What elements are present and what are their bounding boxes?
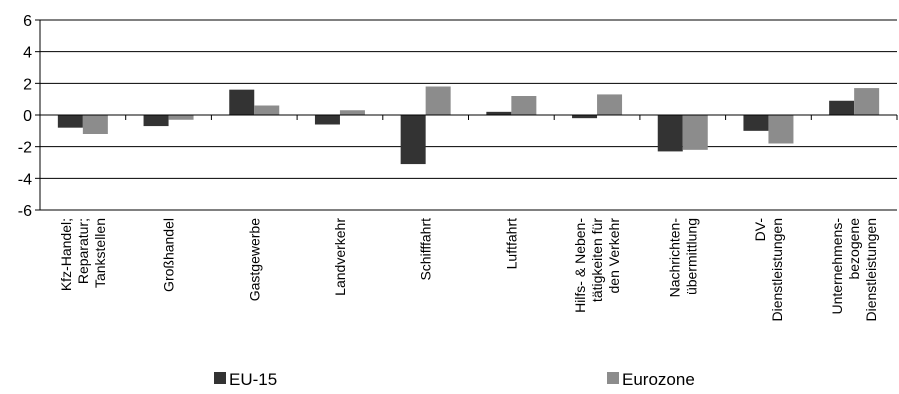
bar-eu-15	[572, 115, 598, 119]
category-label-line: Gastgewerbe	[246, 218, 262, 301]
category-label-line: Landverkehr	[332, 218, 348, 296]
category-label: Kfz-Handel; Reparatur; Tankstellen	[58, 218, 108, 291]
bar-eu-15	[829, 100, 855, 115]
bar-eurozone	[339, 110, 365, 115]
category-label-line: Schifffahrt	[418, 218, 434, 281]
legend-swatch	[607, 372, 619, 384]
legend-item: EU-15	[214, 370, 277, 389]
axes	[35, 19, 898, 211]
bar-eu-15	[486, 111, 512, 115]
category-label: Hilfs- & Neben-tätigkeiten für den Verkeh…	[572, 218, 622, 313]
bar-eurozone	[768, 115, 794, 144]
bar-eu-15	[143, 115, 169, 127]
category-label-line: bezogene	[846, 218, 862, 280]
category-label: Großhandel	[161, 218, 177, 292]
category-label: Schifffahrt	[418, 218, 434, 281]
category-label: Luftfahrt	[503, 218, 519, 269]
bar-eu-15	[743, 115, 769, 131]
bar-eu-15	[314, 115, 340, 125]
category-label-line: Großhandel	[161, 218, 177, 292]
category-label-line: Nachrichten-	[666, 218, 682, 298]
category-label: Unternehmens-bezogene Dienstleistungen	[829, 218, 879, 322]
bars	[57, 86, 880, 165]
category-label-line: übermittlung	[683, 218, 699, 295]
category-label-line: Luftfahrt	[503, 218, 519, 269]
category-labels: Kfz-Handel; Reparatur; Tankstellen Großhand…	[58, 218, 879, 322]
legend-item: Eurozone	[607, 370, 695, 389]
y-tick-label: 4	[23, 45, 32, 62]
category-label: Landverkehr	[332, 218, 348, 296]
category-label-line: tätigkeiten für	[589, 218, 605, 302]
legend: EU-15 Eurozone	[214, 370, 695, 389]
category-label-line: Dienstleistungen	[769, 218, 785, 322]
bar-eurozone	[425, 86, 451, 115]
bar-eu-15	[400, 115, 426, 165]
y-tick-label: 0	[23, 108, 32, 125]
bar-eu-15	[57, 115, 83, 128]
category-label-line: Tankstellen	[92, 218, 108, 288]
y-tick-label: -4	[18, 171, 32, 188]
legend-swatch	[214, 372, 226, 384]
bar-eurozone	[254, 105, 280, 115]
bar-eurozone	[82, 115, 108, 134]
category-label-line: Dienstleistungen	[863, 218, 879, 322]
category-label-line: Hilfs- & Neben-	[572, 218, 588, 313]
category-label-line: den Verkehr	[606, 218, 622, 294]
category-label: Gastgewerbe	[246, 218, 262, 301]
y-tick-label: -2	[18, 140, 32, 157]
bar-eurozone	[597, 94, 623, 115]
category-label: Nachrichten-übermittlung	[666, 218, 699, 298]
bar-eurozone	[854, 88, 880, 115]
y-tick-label: 6	[23, 13, 32, 30]
category-label-line: Unternehmens-	[829, 218, 845, 315]
bar-eu-15	[229, 89, 255, 115]
bar-eurozone	[168, 115, 194, 120]
gridlines	[40, 19, 897, 211]
category-label-line: Reparatur;	[75, 218, 91, 284]
bar-eurozone	[511, 96, 537, 115]
legend-label: EU-15	[229, 370, 277, 389]
y-tick-labels: 6 4 2 0 -2 -4 -6	[18, 13, 32, 220]
category-label: DV- Dienstleistungen	[752, 218, 785, 322]
category-label-line: DV-	[752, 218, 768, 242]
bar-eurozone	[682, 115, 708, 150]
category-label-line: Kfz-Handel;	[58, 218, 74, 291]
y-tick-label: 2	[23, 76, 32, 93]
legend-label: Eurozone	[622, 370, 695, 389]
y-tick-label: -6	[18, 203, 32, 220]
bar-eu-15	[657, 115, 683, 152]
